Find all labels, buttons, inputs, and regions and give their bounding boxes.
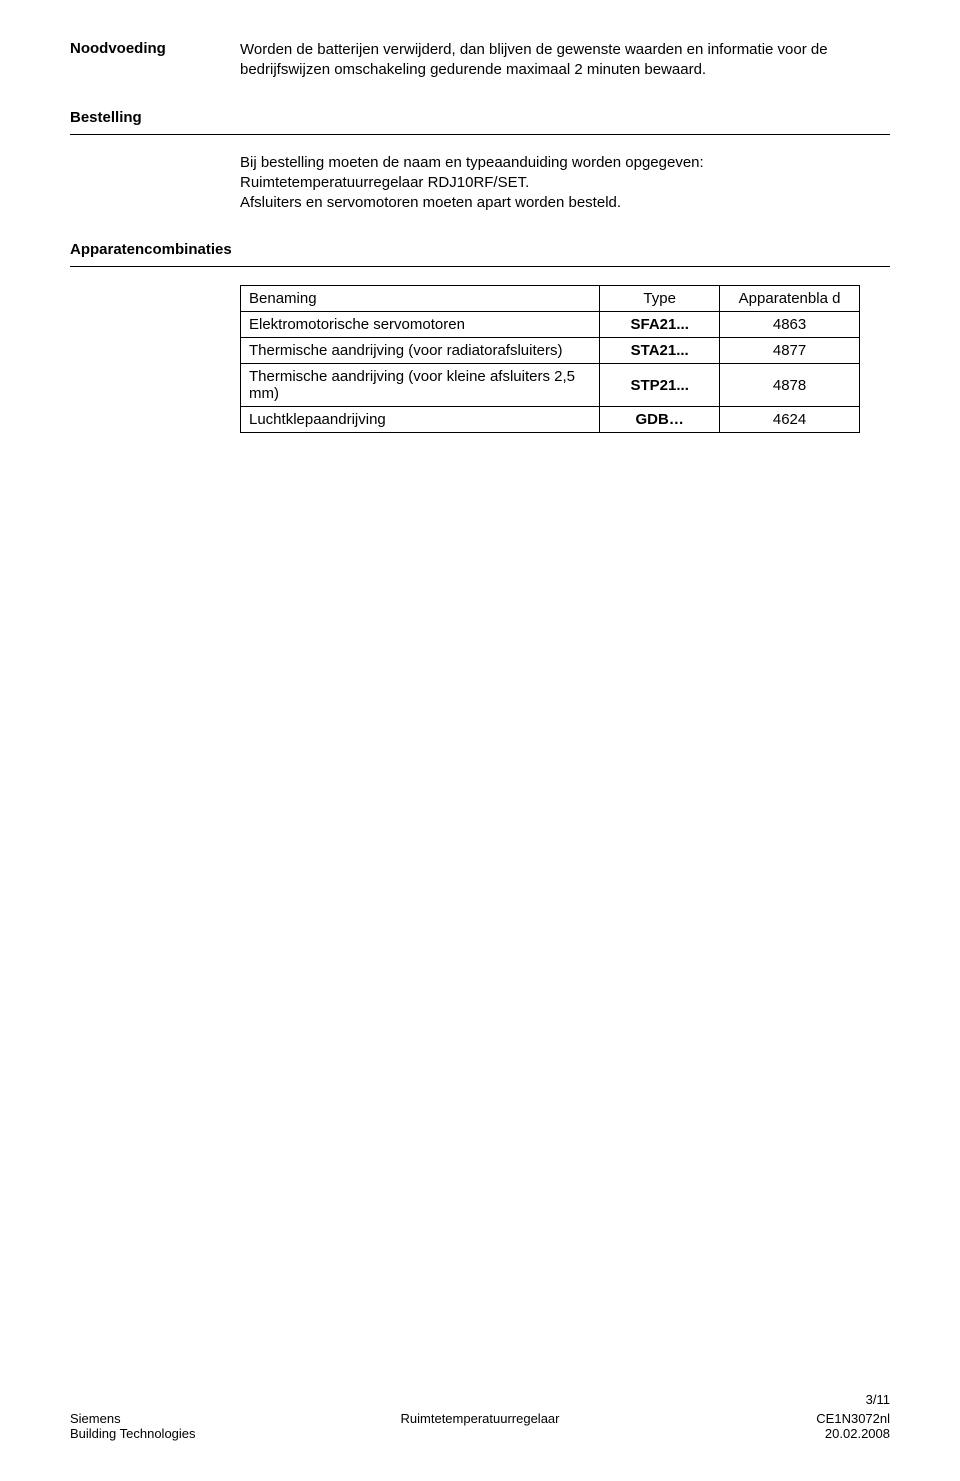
cell-name: Elektromotorische servomotoren [241,312,600,338]
th-type: Type [600,286,720,312]
table-row: Elektromotorische servomotoren SFA21... … [241,312,860,338]
divider-bestelling [70,134,890,135]
table-row: Thermische aandrijving (voor kleine afsl… [241,364,860,407]
table-container: Benaming Type Apparatenbla d Elektromoto… [240,285,890,433]
section-noodvoeding: Noodvoeding Worden de batterijen verwijd… [70,40,890,81]
table-row: Thermische aandrijving (voor radiatorafs… [241,338,860,364]
footer-right-2: 20.02.2008 [619,1426,890,1441]
footer-left-1: Siemens [70,1411,341,1426]
cell-app: 4878 [720,364,860,407]
cell-type: STP21... [600,364,720,407]
cell-app: 4877 [720,338,860,364]
heading-bestelling: Bestelling [70,109,240,126]
section-row: Noodvoeding Worden de batterijen verwijd… [70,40,890,81]
cell-name: Thermische aandrijving (voor kleine afsl… [241,364,600,407]
th-benaming: Benaming [241,286,600,312]
th-apparatenblad: Apparatenbla d [720,286,860,312]
footer-line-2: Building Technologies 20.02.2008 [70,1426,890,1441]
apparaten-table: Benaming Type Apparatenbla d Elektromoto… [240,285,860,433]
section-row: Bij bestelling moeten de naam en typeaan… [70,153,890,214]
table-row: Luchtklepaandrijving GDB… 4624 [241,407,860,433]
footer-right-1: CE1N3072nl [619,1411,890,1426]
cell-type: GDB… [600,407,720,433]
page-footer: 3/11 Siemens Ruimtetemperatuurregelaar C… [70,1392,890,1441]
body-bestelling: Bij bestelling moeten de naam en typeaan… [240,153,890,214]
bestelling-line-1: Bij bestelling moeten de naam en typeaan… [240,153,890,173]
bestelling-line-2: Ruimtetemperatuurregelaar RDJ10RF/SET. [240,173,890,193]
cell-type: SFA21... [600,312,720,338]
heading-apparaten: Apparatencombinaties [70,241,240,258]
section-bestelling: Bestelling Bij bestelling moeten de naam… [70,109,890,214]
section-apparaten: Apparatencombinaties Benaming Type Appar… [70,241,890,433]
bestelling-line-3: Afsluiters en servomotoren moeten apart … [240,193,890,213]
cell-type: STA21... [600,338,720,364]
cell-app: 4624 [720,407,860,433]
cell-name: Luchtklepaandrijving [241,407,600,433]
footer-left-2: Building Technologies [70,1426,341,1441]
table-header-row: Benaming Type Apparatenbla d [241,286,860,312]
divider-apparaten [70,266,890,267]
footer-center: Ruimtetemperatuurregelaar [345,1411,616,1426]
cell-app: 4863 [720,312,860,338]
cell-name: Thermische aandrijving (voor radiatorafs… [241,338,600,364]
footer-page-number: 3/11 [70,1392,890,1407]
body-noodvoeding: Worden de batterijen verwijderd, dan bli… [240,40,890,81]
heading-noodvoeding: Noodvoeding [70,40,240,57]
footer-center-empty [345,1426,616,1441]
footer-line-1: Siemens Ruimtetemperatuurregelaar CE1N30… [70,1411,890,1426]
